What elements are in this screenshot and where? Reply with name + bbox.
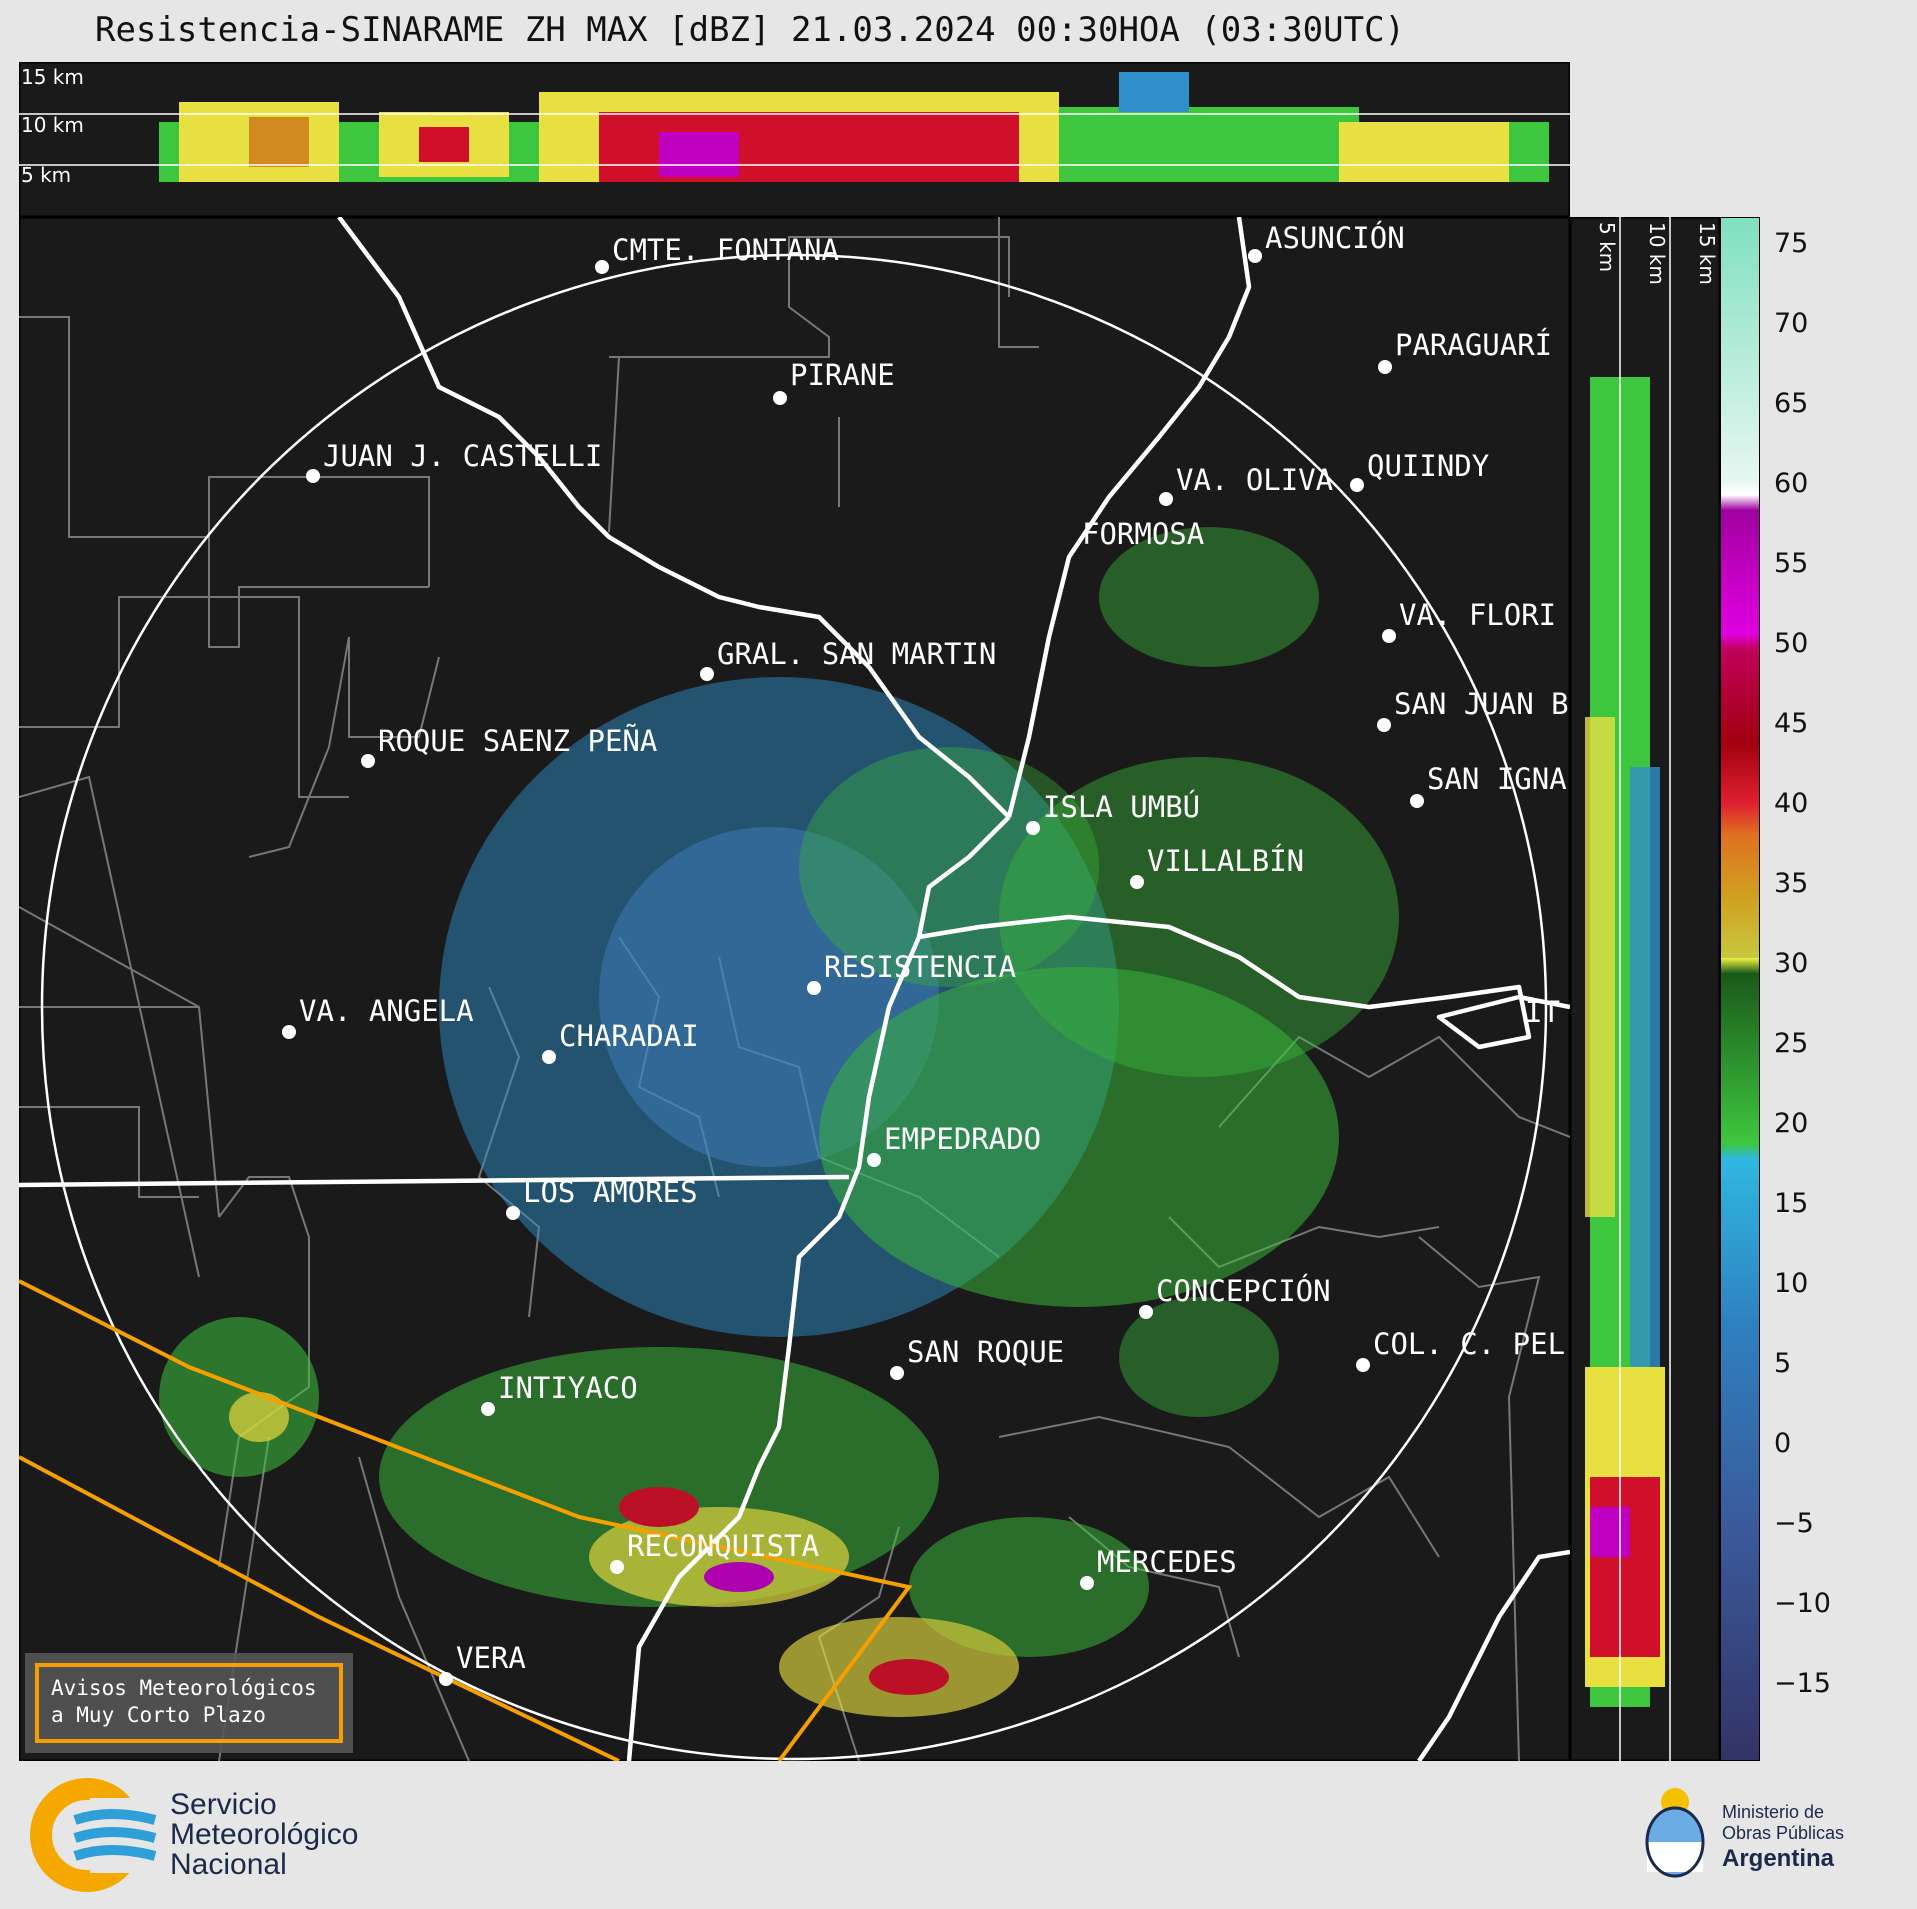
smn-logo-icon	[30, 1778, 157, 1892]
cb-tick: −10	[1774, 1588, 1831, 1619]
height-label-5km: 5 km	[21, 163, 71, 187]
cb-tick: 30	[1774, 948, 1809, 979]
smn-line-2: Meteorológico	[170, 1818, 359, 1851]
city-label-oliva: VA. OLIVA	[1176, 463, 1333, 497]
city-label-mercedes: MERCEDES	[1097, 1545, 1237, 1579]
radar-map: CMTE. FONTANA ASUNCIÓN PARAGUARÍ PIRANE …	[19, 217, 1570, 1761]
cb-tick: 65	[1774, 388, 1809, 419]
cb-tick: 50	[1774, 628, 1809, 659]
ministry-line-2: Obras Públicas	[1722, 1823, 1845, 1843]
cb-tick: 45	[1774, 708, 1809, 739]
coat-of-arms-icon	[1645, 1788, 1705, 1878]
smn-logo: Servicio Meteorológico Nacional	[30, 1778, 430, 1893]
height-label-10km: 10 km	[21, 113, 84, 137]
right-label-10km: 10 km	[1645, 222, 1669, 285]
city-label-amores: LOS AMORES	[523, 1175, 698, 1209]
height-label-15km: 15 km	[21, 65, 84, 89]
city-label-flori: VA. FLORI	[1399, 598, 1556, 632]
top-cross-section: 15 km 10 km 5 km	[19, 62, 1570, 217]
right-cross-section: 5 km 10 km 15 km	[1570, 217, 1722, 1761]
city-label-paraguari: PARAGUARÍ	[1395, 328, 1552, 362]
cb-tick: 40	[1774, 788, 1809, 819]
cb-tick: −15	[1774, 1668, 1831, 1699]
page-title: Resistencia-SINARAME ZH MAX [dBZ] 21.03.…	[94, 10, 1406, 50]
city-label-angela: VA. ANGELA	[299, 994, 474, 1028]
colorbar	[1720, 217, 1760, 1761]
city-label-charadai: CHARADAI	[559, 1019, 699, 1053]
top-echo-band	[159, 72, 1549, 182]
city-label-villalbin: VILLALBÍN	[1147, 844, 1304, 878]
city-label-sanmartin: GRAL. SAN MARTIN	[717, 637, 996, 671]
right-label-5km: 5 km	[1595, 222, 1619, 272]
ministry-logo: Ministerio de Obras Públicas Argentina	[1640, 1782, 1910, 1892]
ministry-line-3: Argentina	[1722, 1845, 1835, 1872]
ministry-line-1: Ministerio de	[1722, 1802, 1825, 1822]
city-label-vera: VERA	[456, 1641, 526, 1675]
city-label-quiindy: QUIINDY	[1367, 449, 1489, 483]
cb-tick: 35	[1774, 868, 1809, 899]
cb-tick: 25	[1774, 1028, 1809, 1059]
legend-line-1: Avisos Meteorológicos	[51, 1676, 317, 1700]
city-label-resistencia: RESISTENCIA	[824, 950, 1016, 984]
city-label-asuncion: ASUNCIÓN	[1265, 221, 1405, 255]
cb-tick: 20	[1774, 1108, 1809, 1139]
city-label-sanigna: SAN IGNA	[1427, 762, 1567, 796]
city-label-intiyaco: INTIYACO	[498, 1371, 638, 1405]
city-label-reconquista: RECONQUISTA	[627, 1529, 819, 1563]
city-label-formosa: FORMOSA	[1082, 517, 1204, 551]
smn-line-1: Servicio	[170, 1788, 277, 1821]
cb-tick: 75	[1774, 228, 1809, 259]
warning-polygon	[19, 1279, 913, 1761]
city-label-pel: COL. C. PEL	[1373, 1327, 1565, 1361]
city-label-umbu: ISLA UMBÚ	[1043, 790, 1200, 824]
legend-line-2: a Muy Corto Plazo	[51, 1703, 266, 1727]
national-borders	[19, 217, 1570, 1761]
city-label-saenzpena: ROQUE SAENZ PEÑA	[378, 724, 657, 758]
city-label-sanjuan: SAN JUAN B	[1394, 687, 1569, 721]
city-label-castelli: JUAN J. CASTELLI	[323, 439, 602, 473]
cb-tick: 10	[1774, 1268, 1809, 1299]
city-label-it: IT	[1525, 995, 1560, 1029]
radar-echoes	[159, 527, 1399, 1717]
cb-tick: −5	[1774, 1508, 1814, 1539]
city-label-pirane: PIRANE	[790, 358, 895, 392]
city-label-fontana: CMTE. FONTANA	[612, 233, 839, 267]
city-label-empedrado: EMPEDRADO	[884, 1122, 1041, 1156]
city-label-concepcion: CONCEPCIÓN	[1156, 1274, 1331, 1308]
cb-tick: 60	[1774, 468, 1809, 499]
city-layer: CMTE. FONTANA ASUNCIÓN PARAGUARÍ PIRANE …	[282, 221, 1569, 1686]
city-label-sanroque: SAN ROQUE	[907, 1335, 1064, 1369]
cb-tick: 70	[1774, 308, 1809, 339]
right-label-15km: 15 km	[1695, 222, 1719, 285]
cb-tick: 5	[1774, 1348, 1792, 1379]
warning-legend: Avisos Meteorológicos a Muy Corto Plazo	[25, 1653, 353, 1753]
cb-tick: 55	[1774, 548, 1809, 579]
range-ring	[40, 253, 1548, 1761]
cb-tick: 15	[1774, 1188, 1809, 1219]
cb-tick: 0	[1774, 1428, 1792, 1459]
smn-line-3: Nacional	[170, 1848, 287, 1881]
